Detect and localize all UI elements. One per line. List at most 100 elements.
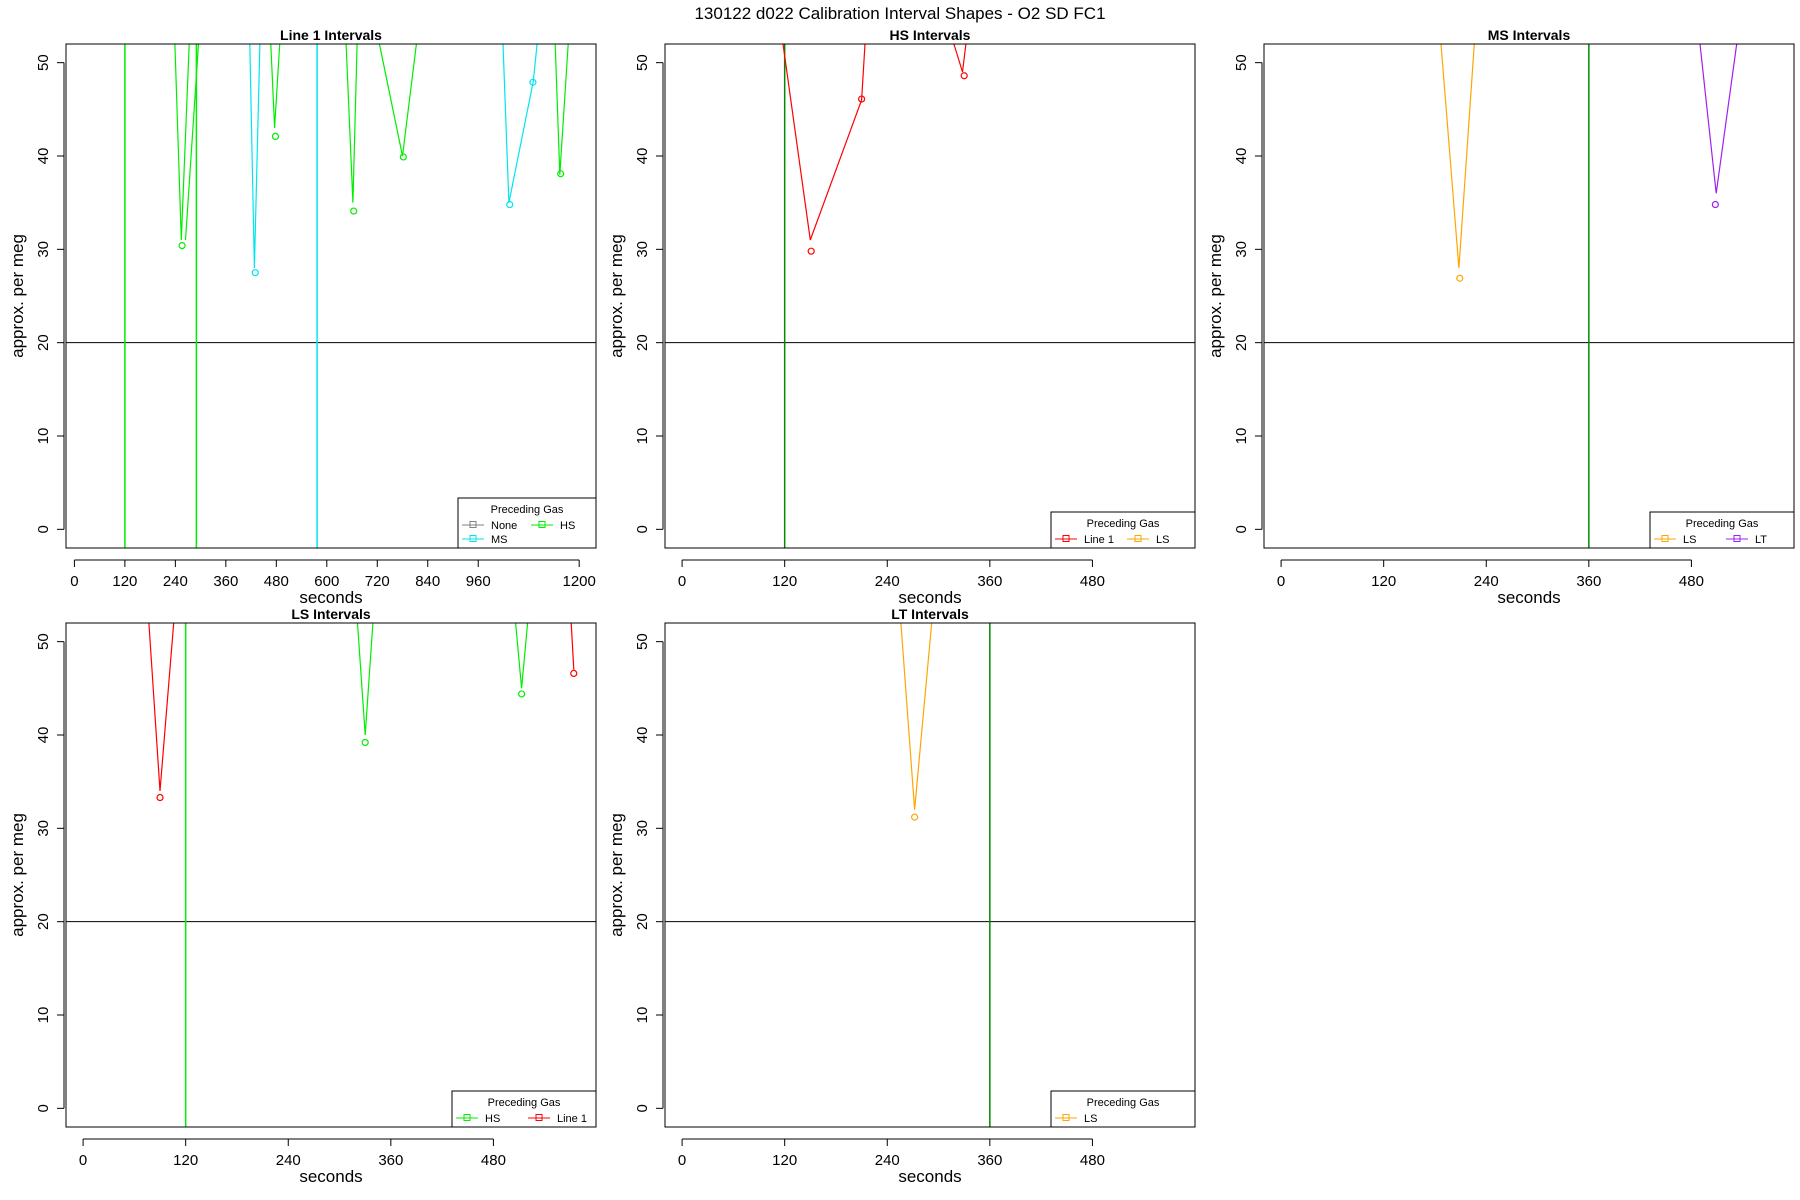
- y-tick-label: 20: [35, 334, 52, 351]
- y-tick-label: 30: [1233, 241, 1250, 258]
- x-tick-label: 0: [79, 1152, 87, 1169]
- data-point: [506, 200, 514, 209]
- x-tick-label: 0: [70, 573, 78, 590]
- y-tick-label: 0: [1233, 525, 1250, 533]
- plot-frame: [664, 43, 1196, 549]
- plot-frame: [664, 622, 1196, 1128]
- x-tick-label: 480: [1080, 1152, 1105, 1169]
- legend-box: [1649, 511, 1795, 549]
- legend-box: [457, 497, 597, 549]
- data-point: [350, 207, 358, 215]
- y-tick-label: 30: [35, 820, 52, 837]
- chart-title: LT Intervals: [891, 606, 969, 622]
- series-line: [900, 623, 933, 810]
- plot-area: [1264, 44, 1794, 548]
- y-tick-label: 40: [35, 727, 52, 744]
- x-tick-label: 240: [875, 1152, 900, 1169]
- plot-area: [66, 44, 596, 548]
- x-tick-label: 240: [1474, 573, 1499, 590]
- y-tick-label: 0: [35, 525, 52, 533]
- data-point: [911, 813, 919, 821]
- x-tick-label: 120: [112, 573, 137, 590]
- x-tick-label: 120: [772, 1152, 797, 1169]
- x-tick-label: 360: [977, 1152, 1002, 1169]
- legend-swatch-marker: [469, 535, 477, 542]
- y-tick-label: 50: [35, 633, 52, 650]
- data-point: [1456, 274, 1464, 282]
- x-tick-label: 240: [875, 573, 900, 590]
- figure-title: 130122 d022 Calibration Interval Shapes …: [694, 4, 1105, 23]
- legend-swatch-marker: [463, 1114, 471, 1121]
- legend-entry-label: LS: [1084, 1113, 1097, 1125]
- data-point: [858, 95, 866, 103]
- chart-panel: LS Intervals 0 120 240 360 480 seconds 0 10 20 30 4…: [8, 606, 597, 1186]
- plot-frame: [65, 622, 597, 1128]
- series-line: [953, 44, 967, 73]
- chart-panel: MS Intervals 0 120 240 360 480 seconds 0 10 20 30 4…: [1206, 27, 1795, 607]
- series-line: [515, 623, 529, 689]
- legend-title: Preceding Gas: [491, 504, 564, 516]
- y-tick-label: 10: [634, 1007, 651, 1024]
- data-point: [529, 78, 537, 86]
- x-tick-label: 120: [772, 573, 797, 590]
- y-axis-label: approx. per meg: [8, 234, 27, 358]
- y-tick-label: 0: [634, 525, 651, 533]
- y-tick-label: 20: [1233, 334, 1250, 351]
- x-tick-label: 0: [678, 573, 686, 590]
- legend: Preceding Gas None HS MS: [457, 497, 597, 549]
- x-tick-label: 0: [1277, 573, 1285, 590]
- legend-entry-label: Line 1: [557, 1113, 587, 1125]
- legend-swatch-marker: [1062, 535, 1070, 542]
- x-axis-label: seconds: [898, 1167, 961, 1186]
- series-line: [356, 623, 374, 736]
- y-tick-label: 20: [634, 913, 651, 930]
- legend-box: [451, 1090, 597, 1128]
- y-tick-label: 30: [634, 241, 651, 258]
- legend-swatch-marker: [1062, 1114, 1070, 1121]
- legend-entry-label: LT: [1755, 534, 1767, 546]
- data-point: [960, 72, 968, 80]
- y-tick-label: 0: [634, 1104, 651, 1112]
- y-tick-label: 10: [634, 428, 651, 445]
- x-tick-label: 120: [173, 1152, 198, 1169]
- x-tick-label: 240: [163, 573, 188, 590]
- x-tick-label: 360: [213, 573, 238, 590]
- legend-title: Preceding Gas: [488, 1097, 561, 1109]
- series-line: [174, 44, 190, 241]
- legend: Preceding Gas Line 1 LS: [1050, 511, 1196, 549]
- chart-title: HS Intervals: [890, 27, 971, 43]
- x-tick-label: 360: [1576, 573, 1601, 590]
- legend-title: Preceding Gas: [1087, 518, 1160, 530]
- y-tick-label: 0: [35, 1104, 52, 1112]
- x-tick-label: 1200: [562, 573, 595, 590]
- x-tick-label: 960: [466, 573, 491, 590]
- x-axis-label: seconds: [1497, 588, 1560, 607]
- chart-panel: LT Intervals 0 120 240 360 480 seconds 0 10 20 30 4…: [607, 606, 1196, 1186]
- y-tick-label: 20: [35, 913, 52, 930]
- legend-title: Preceding Gas: [1686, 518, 1759, 530]
- legend: Preceding Gas HS Line 1: [451, 1090, 597, 1128]
- legend-swatch-marker: [1733, 535, 1741, 542]
- series-line: [378, 44, 417, 157]
- data-point: [271, 132, 280, 140]
- x-tick-label: 840: [415, 573, 440, 590]
- data-point: [557, 170, 565, 178]
- x-tick-label: 480: [264, 573, 289, 590]
- data-point: [807, 247, 815, 255]
- legend-swatch-marker: [469, 521, 477, 528]
- x-axis-label: seconds: [299, 1167, 362, 1186]
- x-tick-label: 360: [977, 573, 1002, 590]
- legend-entry-label: None: [491, 520, 517, 532]
- plot-area: [665, 623, 1195, 1127]
- x-tick-label: 720: [365, 573, 390, 590]
- legend-entry-label: MS: [491, 534, 508, 546]
- legend-entry-label: HS: [560, 520, 575, 532]
- y-tick-label: 50: [634, 54, 651, 71]
- y-tick-label: 50: [35, 54, 52, 71]
- series-line: [345, 44, 358, 203]
- legend-swatch-marker: [535, 1114, 543, 1121]
- y-tick-label: 10: [1233, 428, 1250, 445]
- series-line: [1440, 44, 1475, 269]
- y-tick-label: 50: [634, 633, 651, 650]
